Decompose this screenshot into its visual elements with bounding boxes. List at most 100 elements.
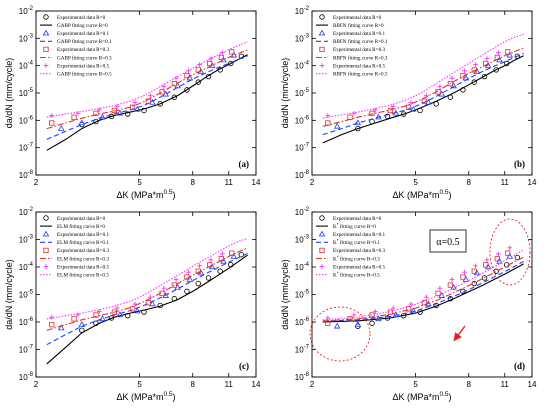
series-line bbox=[322, 256, 524, 322]
y-tick-label: 10-5 bbox=[19, 88, 34, 98]
legend-entry: K* fitting curve R=0 bbox=[333, 222, 376, 230]
data-point bbox=[484, 257, 490, 263]
series-layer bbox=[46, 237, 248, 365]
data-point bbox=[173, 277, 179, 282]
data-point bbox=[410, 307, 417, 314]
data-point bbox=[229, 49, 235, 55]
legend-entry: Experimental data R=0.1 bbox=[57, 232, 109, 238]
data-point bbox=[493, 67, 499, 73]
legend-swatch bbox=[319, 247, 325, 253]
legend: Experimental data R=0K* fitting curve R=… bbox=[316, 215, 385, 279]
y-tick-label: 10-7 bbox=[19, 345, 34, 355]
data-point bbox=[134, 307, 141, 314]
y-tick-label: 10-6 bbox=[295, 317, 310, 327]
data-point bbox=[230, 252, 238, 259]
legend-entry: RBFN fitting curve R=0 bbox=[333, 22, 384, 29]
legend-entry: K* fitting curve R=0.5 bbox=[333, 271, 380, 279]
x-tick-label: 2 bbox=[310, 178, 315, 187]
data-point bbox=[96, 107, 102, 113]
data-point bbox=[387, 309, 393, 315]
data-point bbox=[132, 301, 138, 307]
data-point bbox=[408, 100, 414, 105]
data-point bbox=[78, 119, 86, 126]
data-point bbox=[186, 269, 191, 275]
data-point bbox=[333, 322, 341, 329]
y-tick-label: 10-6 bbox=[19, 115, 34, 125]
series-layer bbox=[322, 33, 524, 144]
x-tick-label: 5 bbox=[413, 178, 418, 187]
series-line bbox=[322, 55, 524, 144]
x-tick-label: 14 bbox=[528, 178, 537, 187]
series-line bbox=[46, 254, 248, 365]
data-point bbox=[99, 315, 106, 322]
data-point bbox=[505, 250, 511, 256]
legend-entry: K* fitting curve R=0.3 bbox=[333, 254, 380, 262]
series-line bbox=[46, 41, 248, 118]
y-axis-label: da/dN (mm/cycle) bbox=[4, 58, 14, 129]
data-point bbox=[372, 309, 378, 314]
data-point bbox=[145, 300, 151, 306]
data-point bbox=[462, 68, 467, 74]
data-point bbox=[49, 120, 55, 126]
data-point bbox=[93, 312, 99, 318]
y-tick-label: 10-5 bbox=[295, 88, 310, 98]
data-point bbox=[437, 285, 443, 291]
data-point bbox=[114, 305, 120, 311]
data-point bbox=[481, 73, 488, 80]
data-point bbox=[325, 113, 331, 118]
y-tick-label: 10-2 bbox=[19, 6, 34, 16]
data-point bbox=[514, 254, 521, 261]
data-point bbox=[506, 51, 514, 58]
x-tick-label: 5 bbox=[137, 380, 142, 389]
data-point bbox=[495, 50, 501, 56]
panel-label: (d) bbox=[514, 361, 525, 371]
data-point bbox=[372, 107, 378, 113]
legend-entry: Experimental data R=0.3 bbox=[57, 47, 109, 53]
data-point bbox=[449, 277, 455, 282]
legend-entry: Experimental data R=0.1 bbox=[333, 31, 385, 37]
y-tick-label: 10-6 bbox=[19, 317, 34, 327]
series-line bbox=[322, 47, 524, 127]
data-point bbox=[207, 262, 213, 268]
data-point bbox=[495, 251, 501, 257]
y-tick-label: 10-7 bbox=[19, 143, 34, 153]
x-tick-label: 8 bbox=[191, 178, 196, 187]
data-point bbox=[355, 125, 361, 132]
highlight-ellipse bbox=[489, 218, 531, 286]
data-point bbox=[75, 312, 81, 318]
y-tick-label: 10-8 bbox=[295, 170, 310, 180]
data-point bbox=[408, 301, 414, 307]
x-tick-label: 2 bbox=[310, 380, 315, 389]
y-tick-label: 10-7 bbox=[295, 143, 310, 153]
legend-swatch bbox=[319, 14, 325, 20]
data-point bbox=[195, 79, 201, 85]
data-point bbox=[369, 320, 375, 326]
y-tick-label: 10-7 bbox=[295, 345, 310, 355]
y-tick-label: 10-4 bbox=[19, 61, 34, 71]
series-line bbox=[322, 260, 524, 322]
panel-label: (c) bbox=[239, 361, 249, 371]
data-point bbox=[96, 309, 102, 314]
data-point bbox=[132, 100, 138, 105]
y-tick-label: 10-5 bbox=[19, 290, 34, 300]
data-point bbox=[93, 110, 99, 116]
data-point bbox=[484, 263, 492, 270]
data-point bbox=[208, 263, 216, 270]
data-point bbox=[471, 79, 477, 85]
series-layer bbox=[322, 245, 524, 329]
data-point bbox=[473, 62, 478, 67]
series-line bbox=[46, 252, 248, 346]
legend-swatch bbox=[43, 264, 49, 269]
data-point bbox=[147, 294, 153, 300]
x-tick-label: 11 bbox=[225, 178, 234, 187]
y-tick-label: 10-8 bbox=[295, 372, 310, 382]
data-point bbox=[184, 288, 190, 295]
legend-entry: RBFN fitting curve R=0.5 bbox=[333, 71, 388, 78]
legend-swatch bbox=[318, 29, 326, 36]
legend-entry: Experimental data R=0 bbox=[57, 216, 106, 222]
data-point bbox=[171, 282, 177, 288]
data-point bbox=[447, 81, 453, 87]
